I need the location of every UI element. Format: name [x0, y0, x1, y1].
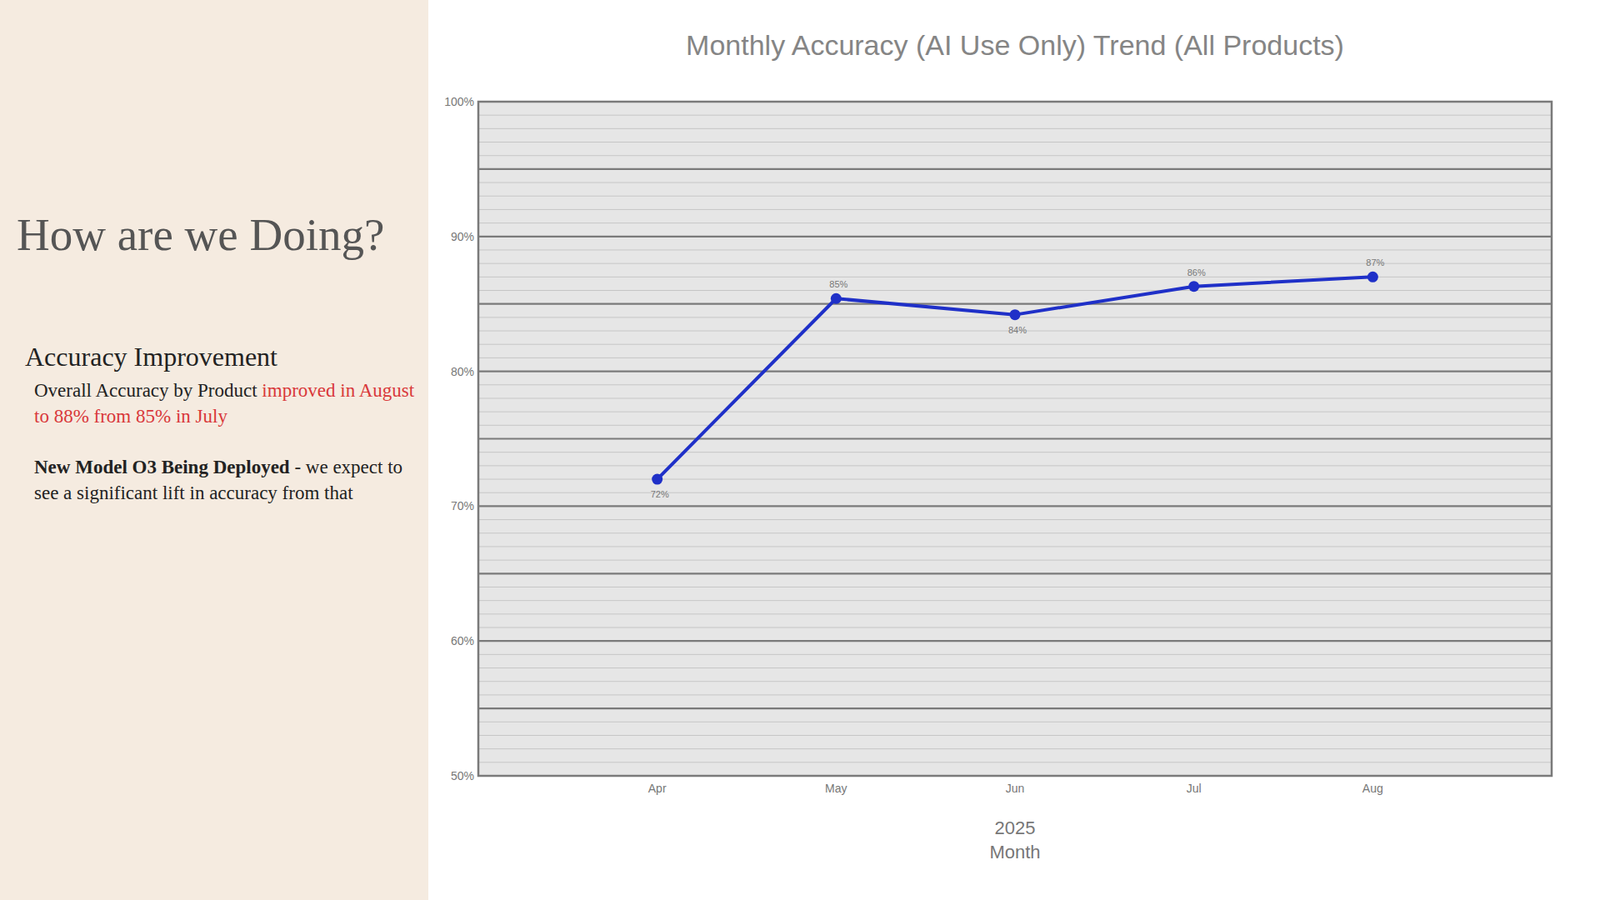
- minor-grid-line: [478, 115, 1552, 116]
- minor-grid-line: [478, 654, 1552, 655]
- minor-grid-line: [478, 357, 1552, 359]
- mid-grid-line: [478, 168, 1552, 170]
- heading: How are we Doing?: [16, 208, 425, 261]
- minor-grid-line: [478, 492, 1552, 494]
- grid-line: [478, 370, 1552, 373]
- x-tick-label: Jul: [1186, 781, 1202, 795]
- minor-grid-line: [478, 141, 1552, 143]
- minor-grid-line: [478, 222, 1552, 224]
- minor-grid-line: [478, 721, 1552, 723]
- section-title: Accuracy Improvement: [25, 341, 278, 373]
- minor-grid-line: [478, 451, 1552, 453]
- minor-grid-line: [478, 479, 1552, 480]
- minor-grid-line: [478, 195, 1552, 197]
- minor-grid-line: [478, 155, 1552, 156]
- x-axis-title: Month: [989, 841, 1040, 863]
- grid-line: [478, 505, 1552, 507]
- x-tick-label: Jun: [1005, 781, 1025, 795]
- chart-title: Monthly Accuracy (AI Use Only) Trend (Al…: [685, 29, 1345, 61]
- y-tick-label: 60%: [450, 634, 475, 648]
- left-panel: How are we Doing? Accuracy Improvement O…: [0, 0, 429, 900]
- point: [1188, 280, 1200, 292]
- mid-grid-line: [478, 437, 1552, 440]
- chart: Monthly Accuracy (AI Use Only) Trend (Al…: [428, 0, 1600, 900]
- paragraph-text: Overall Accuracy by Product: [34, 380, 262, 401]
- point: [651, 474, 663, 485]
- point: [1010, 309, 1021, 320]
- y-tick-label: 80%: [450, 365, 475, 379]
- minor-grid-line: [478, 384, 1552, 385]
- mid-grid-line: [478, 303, 1552, 305]
- minor-grid-line: [478, 425, 1552, 426]
- marks: [651, 271, 1379, 485]
- minor-grid-line: [478, 627, 1552, 629]
- y-tick-label: 90%: [450, 230, 475, 244]
- minor-grid-line: [478, 613, 1552, 615]
- minor-grid-line: [478, 182, 1552, 184]
- minor-grid-line: [478, 761, 1552, 763]
- mid-grid-line: [478, 572, 1552, 575]
- minor-grid-line: [478, 680, 1552, 682]
- plot-frame: [478, 101, 1552, 776]
- minor-grid-line: [478, 263, 1552, 265]
- bold-text: New Model O3 Being Deployed: [34, 456, 290, 478]
- minor-grid-line: [478, 465, 1552, 466]
- minor-grid-line: [478, 667, 1552, 669]
- data-label: 86%: [1187, 267, 1206, 278]
- paragraph: New Model O3 Being Deployed - we expect …: [34, 454, 418, 506]
- data-label: 72%: [650, 489, 670, 500]
- grid-line: [478, 235, 1552, 238]
- minor-grid-line: [478, 209, 1552, 210]
- minor-grid-line: [478, 560, 1552, 561]
- minor-grid-line: [478, 532, 1552, 534]
- minor-grid-line: [478, 411, 1552, 413]
- y-tick-label: 100%: [444, 95, 475, 109]
- x-tick-label: Apr: [648, 781, 667, 795]
- data-label: 87%: [1365, 257, 1385, 268]
- line: [657, 276, 1374, 480]
- minor-grid-line: [478, 586, 1552, 588]
- minor-grid-line: [478, 735, 1552, 736]
- point: [1367, 271, 1379, 283]
- grid-line: [478, 640, 1552, 642]
- mid-grid-line: [478, 707, 1552, 710]
- y-tick-label: 70%: [450, 499, 475, 513]
- minor-grid-line: [478, 290, 1552, 291]
- minor-grid-line: [478, 545, 1552, 547]
- minor-grid-line: [478, 276, 1552, 278]
- x-tick-label: Aug: [1362, 781, 1384, 795]
- y-tick-label: 50%: [450, 769, 475, 783]
- data-label: 85%: [829, 279, 848, 290]
- minor-grid-line: [478, 397, 1552, 399]
- minor-grid-line: [478, 600, 1552, 601]
- point: [830, 293, 842, 305]
- plot-background: [478, 101, 1552, 776]
- minor-grid-line: [478, 128, 1552, 130]
- data-label: 84%: [1008, 325, 1027, 335]
- x-tick-label: May: [825, 781, 847, 795]
- minor-grid-line: [478, 344, 1552, 345]
- minor-grid-line: [478, 249, 1552, 250]
- minor-grid-line: [478, 694, 1552, 695]
- minor-grid-line: [478, 748, 1552, 750]
- minor-grid-line: [478, 519, 1552, 520]
- paragraph: Overall Accuracy by Product improved in …: [34, 377, 418, 430]
- x-axis-group-label: 2025: [995, 817, 1036, 839]
